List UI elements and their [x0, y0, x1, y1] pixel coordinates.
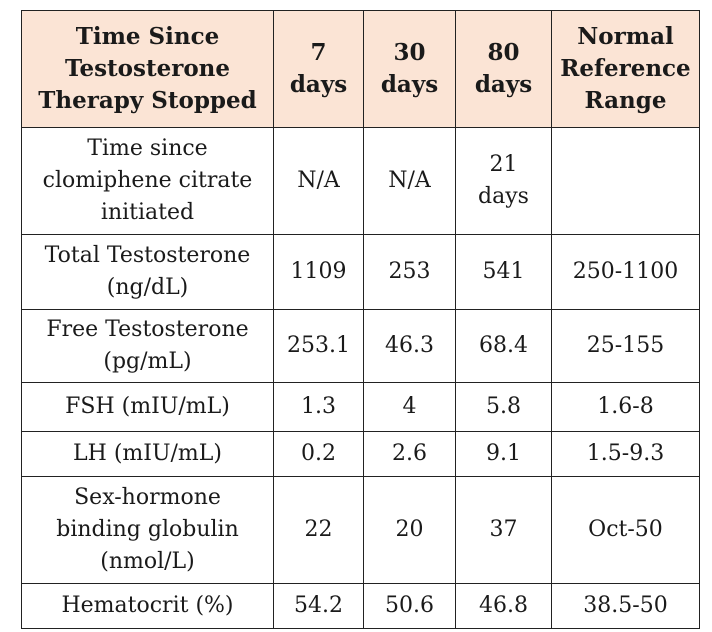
- value-7-days: 253.1: [273, 309, 364, 383]
- header-80-days: 80 days: [455, 10, 552, 128]
- row-label: Time since clomiphene citrate initiated: [21, 127, 274, 235]
- row-label: Hematocrit (%): [21, 583, 274, 629]
- row-label: Free Testosterone (pg/mL): [21, 309, 274, 383]
- row-label: FSH (mIU/mL): [21, 382, 274, 432]
- table-row: Free Testosterone (pg/mL) 253.1 46.3 68.…: [21, 309, 700, 383]
- value-7-days: 22: [273, 476, 364, 584]
- value-30-days: 50.6: [363, 583, 456, 629]
- value-reference-range: 38.5-50: [551, 583, 700, 629]
- value-7-days: 0.2: [273, 431, 364, 477]
- value-80-days: 21 days: [455, 127, 552, 235]
- value-reference-range: 25-155: [551, 309, 700, 383]
- table-row: LH (mIU/mL) 0.2 2.6 9.1 1.5-9.3: [21, 431, 700, 477]
- lab-values-table: Time Since Testosterone Therapy Stopped …: [21, 10, 700, 629]
- value-30-days: N/A: [363, 127, 456, 235]
- row-label: LH (mIU/mL): [21, 431, 274, 477]
- value-reference-range: 1.6-8: [551, 382, 700, 432]
- table-row: FSH (mIU/mL) 1.3 4 5.8 1.6-8: [21, 382, 700, 432]
- value-80-days: 68.4: [455, 309, 552, 383]
- value-80-days: 541: [455, 234, 552, 310]
- value-30-days: 2.6: [363, 431, 456, 477]
- value-7-days: N/A: [273, 127, 364, 235]
- value-80-days: 5.8: [455, 382, 552, 432]
- row-label: Sex-hormone binding globulin (nmol/L): [21, 476, 274, 584]
- header-row: Time Since Testosterone Therapy Stopped …: [21, 10, 700, 128]
- value-80-days: 9.1: [455, 431, 552, 477]
- value-80-days: 37: [455, 476, 552, 584]
- value-80-days: 46.8: [455, 583, 552, 629]
- table-row: Hematocrit (%) 54.2 50.6 46.8 38.5-50: [21, 583, 700, 629]
- header-normal-reference-range: Normal Reference Range: [551, 10, 700, 128]
- value-30-days: 253: [363, 234, 456, 310]
- table-row: Time since clomiphene citrate initiated …: [21, 127, 700, 235]
- value-30-days: 20: [363, 476, 456, 584]
- value-30-days: 4: [363, 382, 456, 432]
- table-row: Total Testosterone (ng/dL) 1109 253 541 …: [21, 234, 700, 310]
- value-7-days: 1109: [273, 234, 364, 310]
- header-30-days: 30 days: [363, 10, 456, 128]
- value-reference-range: 250-1100: [551, 234, 700, 310]
- value-reference-range: 1.5-9.3: [551, 431, 700, 477]
- value-7-days: 54.2: [273, 583, 364, 629]
- header-7-days: 7 days: [273, 10, 364, 128]
- value-7-days: 1.3: [273, 382, 364, 432]
- value-reference-range: Oct-50: [551, 476, 700, 584]
- table-row: Sex-hormone binding globulin (nmol/L) 22…: [21, 476, 700, 584]
- value-30-days: 46.3: [363, 309, 456, 383]
- header-time-since-therapy-stopped: Time Since Testosterone Therapy Stopped: [21, 10, 274, 128]
- row-label: Total Testosterone (ng/dL): [21, 234, 274, 310]
- value-reference-range: [551, 127, 700, 235]
